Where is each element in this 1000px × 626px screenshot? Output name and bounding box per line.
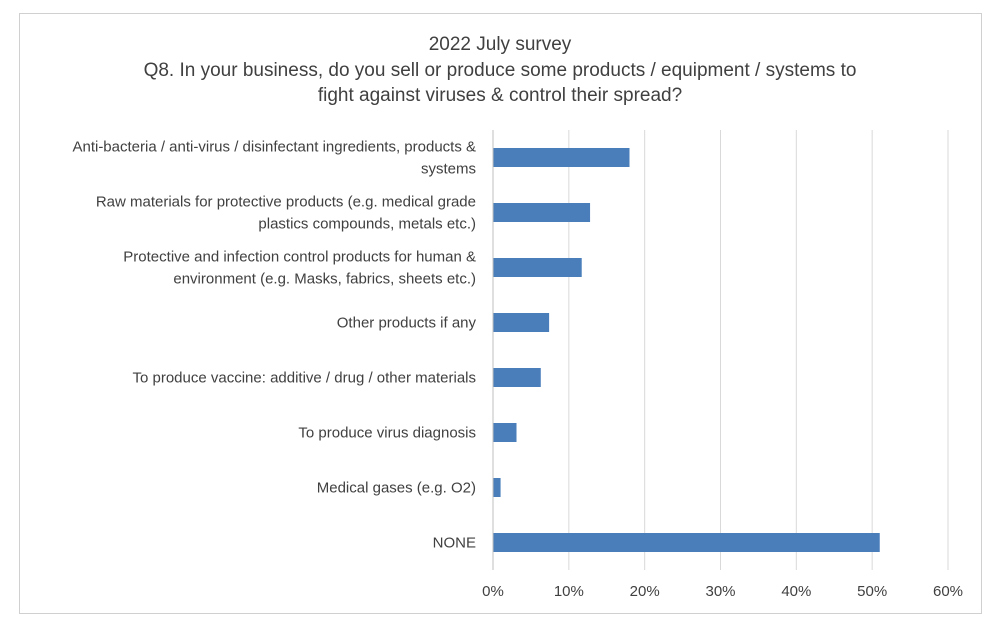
category-label: Protective and infection control product…: [123, 249, 476, 266]
bar: [493, 258, 582, 277]
x-tick-label: 0%: [482, 583, 504, 600]
category-label: Medical gases (e.g. O2): [317, 480, 476, 497]
x-tick-label: 20%: [630, 583, 660, 600]
category-label: Other products if any: [337, 315, 477, 332]
category-label: environment (e.g. Masks, fabrics, sheets…: [173, 271, 476, 288]
chart-title: 2022 July survey: [428, 34, 572, 55]
category-label: To produce vaccine: additive / drug / ot…: [132, 370, 476, 387]
bar: [493, 313, 550, 332]
category-label: Anti-bacteria / anti-virus / disinfectan…: [72, 139, 476, 156]
category-label: NONE: [433, 535, 476, 552]
category-label: Raw materials for protective products (e…: [96, 194, 476, 211]
x-tick-label: 60%: [933, 583, 963, 600]
bar: [493, 368, 541, 387]
bar: [493, 533, 880, 552]
x-tick-label: 30%: [705, 583, 735, 600]
chart-subtitle-line-1: Q8. In your business, do you sell or pro…: [143, 60, 857, 81]
x-tick-label: 40%: [781, 583, 811, 600]
bar: [493, 423, 517, 442]
bar: [493, 148, 630, 167]
bar: [493, 203, 591, 222]
category-label: To produce virus diagnosis: [298, 425, 476, 442]
category-label: systems: [421, 161, 476, 178]
category-label: plastics compounds, metals etc.): [258, 216, 476, 233]
bar: [493, 478, 501, 497]
x-tick-label: 10%: [554, 583, 584, 600]
chart-subtitle-line-2: fight against viruses & control their sp…: [317, 85, 683, 106]
x-tick-label: 50%: [857, 583, 887, 600]
